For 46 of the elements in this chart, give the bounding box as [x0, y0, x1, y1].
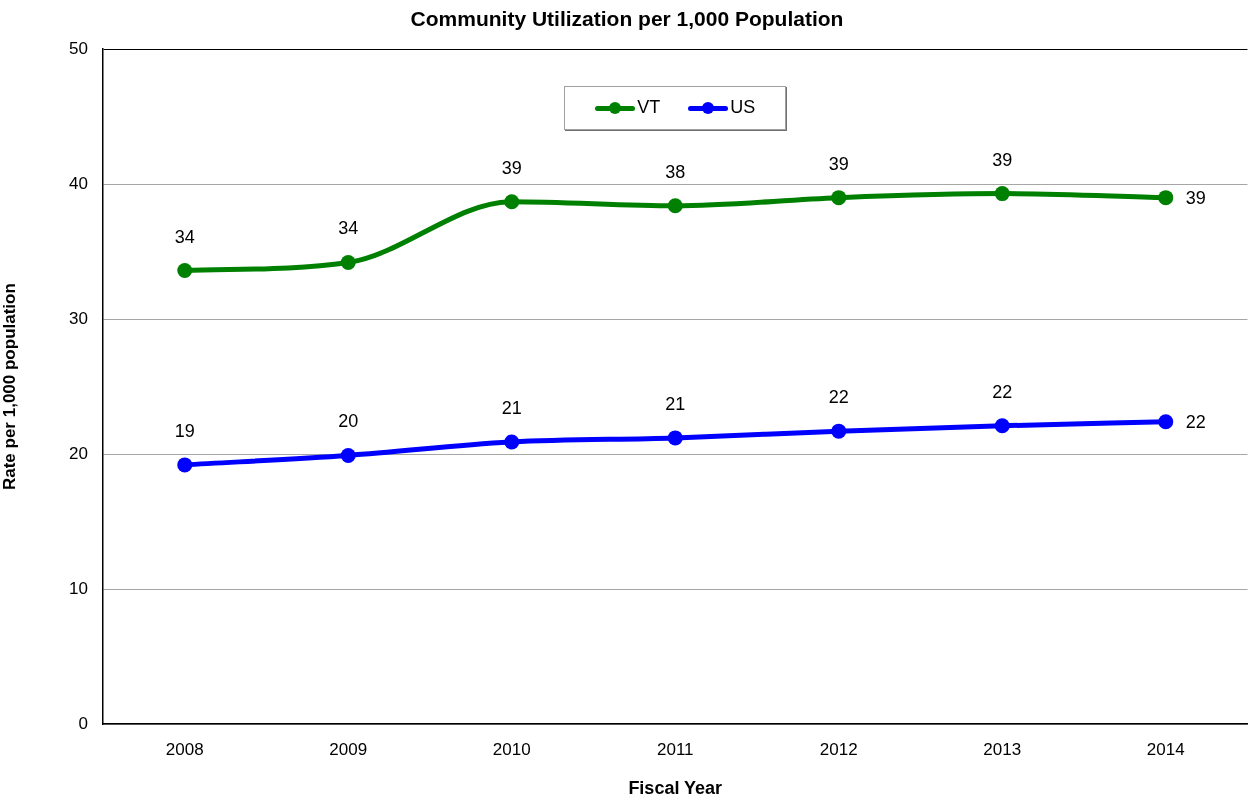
data-label: 39	[1185, 187, 1206, 208]
y-tick-label: 20	[69, 443, 88, 463]
point	[177, 263, 193, 279]
data-label: 22	[1185, 411, 1206, 432]
y-tick-label: 50	[69, 38, 88, 58]
x-tick-label: 2010	[492, 739, 531, 759]
y-tick-label: 40	[69, 173, 88, 193]
x-tick-label: 2008	[165, 739, 204, 759]
x-tick-label: 2011	[656, 739, 694, 759]
data-label: 21	[665, 393, 686, 414]
y-tick-label: 0	[78, 713, 88, 733]
data-label: 19	[174, 420, 195, 441]
point	[994, 418, 1010, 434]
x-tick-label: 2013	[983, 739, 1022, 759]
y-tick-label: 10	[69, 578, 88, 598]
point	[504, 434, 520, 450]
x-tick-label: 2014	[1146, 739, 1185, 759]
chart-title: Community Utilization per 1,000 Population	[410, 7, 844, 31]
point	[177, 457, 193, 473]
x-tick-label: 2012	[819, 739, 858, 759]
data-label: 39	[992, 149, 1013, 170]
x-tick-label: 2009	[329, 739, 368, 759]
data-label: 20	[338, 411, 359, 432]
point	[831, 423, 847, 439]
point	[667, 430, 683, 446]
data-label: 39	[501, 157, 522, 178]
data-label: 34	[338, 218, 359, 239]
y-tick-label: 30	[69, 308, 88, 328]
data-label: 34	[174, 226, 195, 247]
point	[340, 254, 356, 270]
y-axis-title: Rate per 1,000 population	[0, 283, 19, 491]
point	[504, 194, 520, 210]
x-axis-title: Fiscal Year	[628, 778, 723, 799]
legend-label: VT	[637, 97, 661, 119]
legend-label: US	[730, 97, 756, 119]
data-label: 22	[992, 381, 1013, 402]
data-label: 39	[828, 153, 849, 174]
point	[667, 198, 683, 214]
point	[340, 447, 356, 463]
point	[1158, 414, 1174, 430]
point	[831, 190, 847, 206]
data-label: 21	[501, 397, 522, 418]
point	[1158, 190, 1174, 206]
point	[994, 186, 1010, 202]
data-label: 38	[665, 161, 686, 182]
data-label: 22	[828, 387, 849, 408]
